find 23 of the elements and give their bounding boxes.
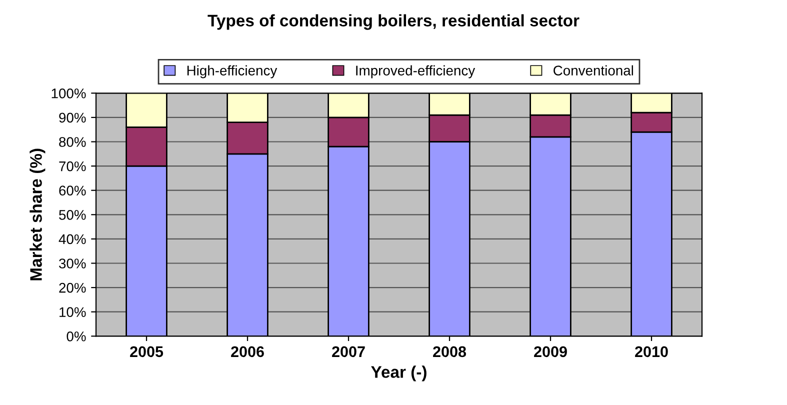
y-tick-label: 90% (59, 112, 86, 123)
x-tick-label: 2007 (332, 346, 365, 358)
y-axis-title: Market share (%) (30, 148, 46, 280)
x-tick-label: 2006 (231, 346, 264, 358)
y-tick-label: 100% (52, 88, 86, 98)
y-tick-label: 70% (59, 161, 86, 172)
x-tick-label: 2008 (433, 346, 466, 358)
y-tick-label: 30% (59, 258, 86, 268)
chart-title: Types of condensing boilers, residential sector (208, 14, 580, 30)
y-tick-label: 20% (59, 282, 86, 293)
y-tick-label: 80% (59, 137, 86, 147)
legend-label: Conventional (554, 65, 634, 76)
legend-label: Improved-efficiency (356, 65, 476, 78)
y-tick-label: 0% (66, 331, 86, 342)
legend-label: High-efficiency (187, 65, 278, 78)
y-tick-label: 10% (60, 307, 86, 318)
y-tick-label: 40% (58, 234, 86, 244)
y-tick-label: 50% (59, 210, 86, 220)
x-axis-title: Year (-) (371, 366, 426, 382)
x-tick-label: 2010 (635, 346, 668, 358)
y-tick-label: 60% (59, 186, 86, 196)
x-tick-label: 2009 (534, 346, 567, 358)
x-tick-label: 2005 (130, 346, 164, 358)
